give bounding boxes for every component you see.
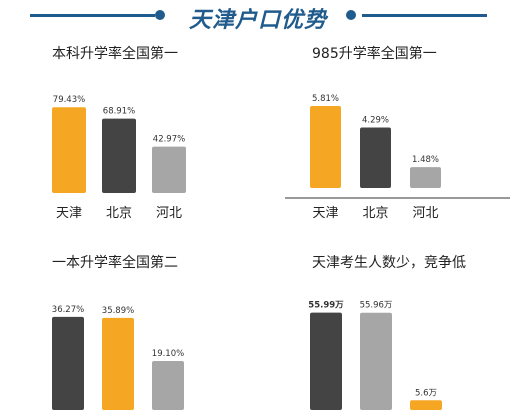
data-label-2: 42.97% [153, 135, 185, 145]
chart-1-title: 本科升学率全国第一 [52, 46, 178, 62]
category-label-0: 天津 [56, 206, 82, 221]
chart-examinee-count: 55.99万 55.96万 5.6万 [308, 301, 442, 410]
data-label-0: 55.99万 [308, 301, 344, 311]
data-label-1: 68.91% [103, 107, 135, 117]
bar-0 [310, 106, 341, 188]
data-label-1: 55.96万 [360, 301, 393, 311]
header-dot-left [155, 10, 165, 20]
data-label-2: 5.6万 [415, 388, 437, 398]
header-title: 天津户口优势 [188, 8, 327, 33]
header-dot-right [346, 10, 356, 20]
data-label-1: 35.89% [102, 306, 134, 316]
category-label-2: 河北 [156, 206, 182, 221]
data-label-1: 4.29% [362, 115, 389, 125]
bar-1 [102, 118, 136, 193]
bar-2 [152, 146, 186, 193]
bar-0 [52, 316, 84, 410]
header-line-left [30, 14, 155, 17]
data-label-0: 36.27% [52, 305, 84, 315]
bar-2 [152, 360, 184, 410]
bar-2 [410, 400, 442, 410]
category-label-1: 北京 [106, 206, 132, 221]
bar-0 [310, 312, 342, 410]
category-label-2: 河北 [412, 206, 438, 221]
category-label-1: 北京 [362, 206, 388, 221]
data-label-0: 79.43% [53, 95, 85, 105]
chart-3-title: 一本升学率全国第二 [52, 255, 178, 271]
chart-985-rate: 5.81% 天津 4.29% 北京 1.48% 河北 [285, 94, 510, 221]
header-banner: 天津户口优势 [0, 0, 513, 33]
bar-1 [360, 312, 392, 410]
chart-bachelor-rate: 79.43% 天津 68.91% 北京 42.97% 河北 [52, 95, 186, 221]
bar-0 [52, 107, 86, 193]
data-label-2: 19.10% [152, 349, 184, 359]
header-line-right [362, 14, 487, 17]
chart-2-title: 985升学率全国第一 [312, 46, 437, 62]
category-label-0: 天津 [312, 206, 338, 221]
bar-2 [410, 167, 441, 188]
bar-1 [102, 317, 134, 410]
data-label-0: 5.81% [312, 94, 339, 104]
chart-4-title: 天津考生人数少，竞争低 [312, 255, 466, 271]
data-label-2: 1.48% [412, 155, 439, 165]
chart-first-tier-rate: 36.27% 35.89% 19.10% [52, 305, 184, 410]
bar-1 [360, 127, 391, 188]
